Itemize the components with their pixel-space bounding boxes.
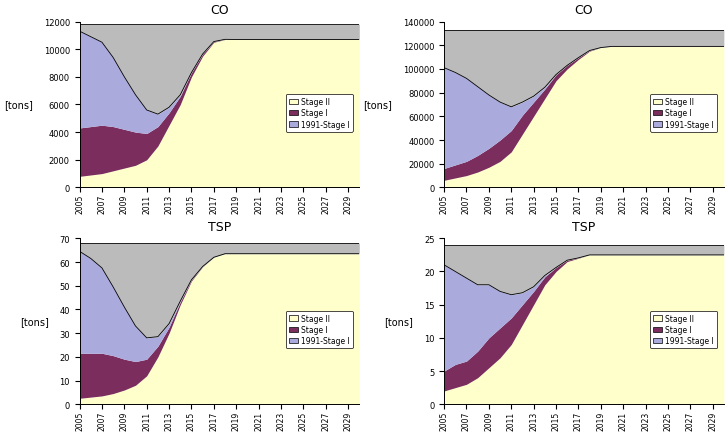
Y-axis label: [tons]: [tons] — [4, 100, 33, 110]
Legend: Stage II, Stage I, 1991-Stage I: Stage II, Stage I, 1991-Stage I — [285, 311, 352, 349]
Title: CO: CO — [574, 4, 593, 17]
Y-axis label: [tons]: [tons] — [363, 100, 392, 110]
Legend: Stage II, Stage I, 1991-Stage I: Stage II, Stage I, 1991-Stage I — [285, 95, 352, 132]
Legend: Stage II, Stage I, 1991-Stage I: Stage II, Stage I, 1991-Stage I — [650, 311, 717, 349]
Title: CO: CO — [210, 4, 229, 17]
Y-axis label: [tons]: [tons] — [20, 316, 49, 326]
Legend: Stage II, Stage I, 1991-Stage I: Stage II, Stage I, 1991-Stage I — [650, 95, 717, 132]
Y-axis label: [tons]: [tons] — [384, 316, 414, 326]
Title: TSP: TSP — [572, 220, 596, 233]
Title: TSP: TSP — [207, 220, 231, 233]
